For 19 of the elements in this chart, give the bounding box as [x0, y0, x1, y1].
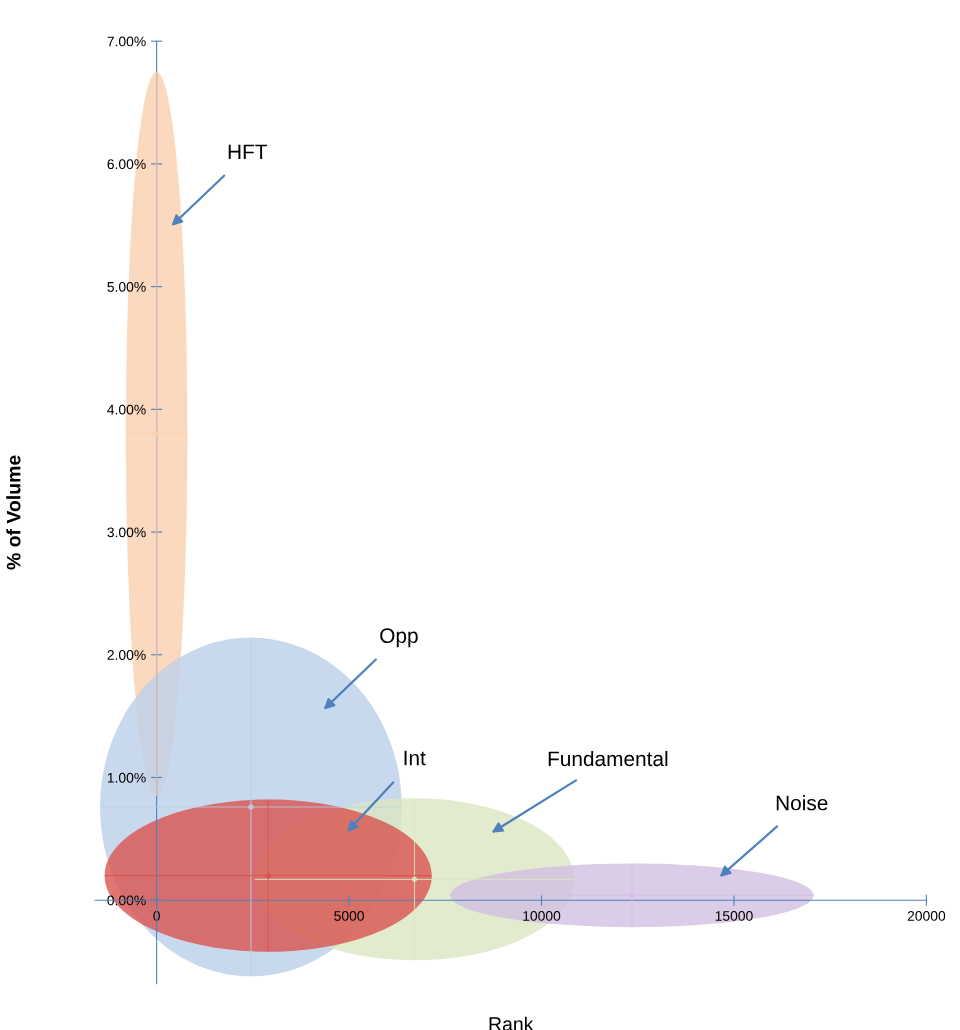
annotation: Opp: [380, 628, 418, 648]
annotation: Noise: [776, 795, 828, 811]
x-tick-label: 5000: [334, 910, 364, 921]
annotation: Int: [404, 750, 426, 766]
y-tick-label: 2.00%: [107, 650, 146, 660]
y-tick-label: 4.00%: [107, 404, 146, 415]
y-tick-label: 3.00%: [107, 527, 146, 538]
x-tick-label: 20000: [907, 910, 946, 921]
y-axis-title: % of Volume: [6, 455, 21, 570]
x-tick-label: 15000: [715, 910, 753, 921]
y-tick-label: 6.00%: [107, 159, 146, 170]
x-axis-title: Rank: [489, 1016, 534, 1030]
annotation: Fundamental: [548, 750, 668, 767]
y-tick-label: 0.00%: [107, 895, 146, 906]
y-tick-label: 5.00%: [107, 281, 146, 292]
annotation: HFT: [228, 144, 268, 160]
x-tick-label: 10000: [523, 910, 561, 921]
y-tick-label: 7.00%: [107, 36, 146, 47]
y-tick-label: 1.00%: [107, 772, 146, 783]
